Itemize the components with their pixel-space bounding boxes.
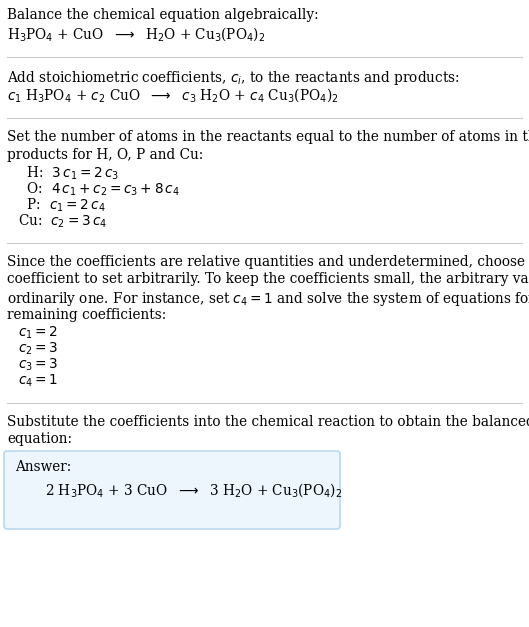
Text: Substitute the coefficients into the chemical reaction to obtain the balanced: Substitute the coefficients into the che… [7, 415, 529, 429]
Text: products for H, O, P and Cu:: products for H, O, P and Cu: [7, 147, 203, 162]
Text: Set the number of atoms in the reactants equal to the number of atoms in the: Set the number of atoms in the reactants… [7, 130, 529, 144]
Text: $c_1 = 2$: $c_1 = 2$ [18, 325, 58, 341]
Text: $c_2 = 3$: $c_2 = 3$ [18, 341, 58, 357]
Text: O:  $4\,c_1 + c_2 = c_3 + 8\,c_4$: O: $4\,c_1 + c_2 = c_3 + 8\,c_4$ [18, 181, 180, 198]
Text: H$_3$PO$_4$ + CuO  $\longrightarrow$  H$_2$O + Cu$_3$(PO$_4$)$_2$: H$_3$PO$_4$ + CuO $\longrightarrow$ H$_2… [7, 26, 266, 43]
Text: Cu:  $c_2 = 3\,c_4$: Cu: $c_2 = 3\,c_4$ [18, 213, 107, 230]
FancyBboxPatch shape [4, 451, 340, 529]
Text: $c_1$ H$_3$PO$_4$ + $c_2$ CuO  $\longrightarrow$  $c_3$ H$_2$O + $c_4$ Cu$_3$(PO: $c_1$ H$_3$PO$_4$ + $c_2$ CuO $\longrigh… [7, 87, 339, 104]
Text: $c_3 = 3$: $c_3 = 3$ [18, 357, 58, 374]
Text: ordinarily one. For instance, set $c_4 = 1$ and solve the system of equations fo: ordinarily one. For instance, set $c_4 =… [7, 290, 529, 308]
Text: Since the coefficients are relative quantities and underdetermined, choose a: Since the coefficients are relative quan… [7, 255, 529, 269]
Text: coefficient to set arbitrarily. To keep the coefficients small, the arbitrary va: coefficient to set arbitrarily. To keep … [7, 273, 529, 287]
Text: P:  $c_1 = 2\,c_4$: P: $c_1 = 2\,c_4$ [18, 197, 106, 214]
Text: 2 H$_3$PO$_4$ + 3 CuO  $\longrightarrow$  3 H$_2$O + Cu$_3$(PO$_4$)$_2$: 2 H$_3$PO$_4$ + 3 CuO $\longrightarrow$ … [45, 482, 342, 499]
Text: Add stoichiometric coefficients, $c_i$, to the reactants and products:: Add stoichiometric coefficients, $c_i$, … [7, 69, 460, 87]
Text: $c_4 = 1$: $c_4 = 1$ [18, 373, 58, 389]
Text: H:  $3\,c_1 = 2\,c_3$: H: $3\,c_1 = 2\,c_3$ [18, 165, 119, 182]
Text: Answer:: Answer: [15, 460, 71, 474]
Text: equation:: equation: [7, 433, 72, 446]
Text: remaining coefficients:: remaining coefficients: [7, 307, 166, 322]
Text: Balance the chemical equation algebraically:: Balance the chemical equation algebraica… [7, 8, 318, 22]
